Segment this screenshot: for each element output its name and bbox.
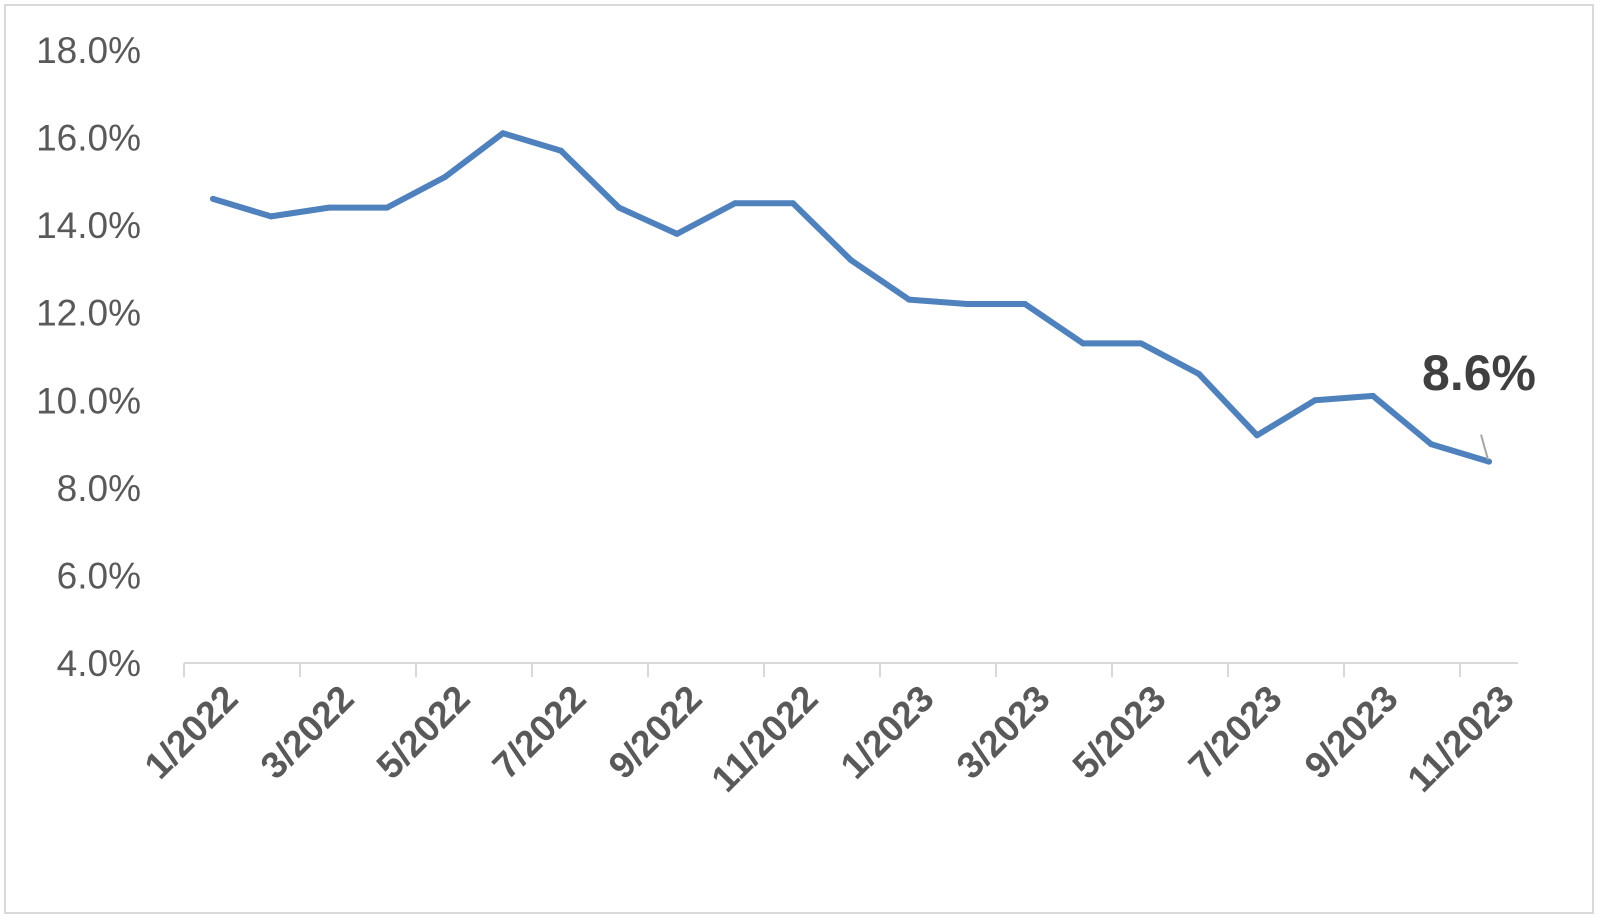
data-point — [964, 300, 970, 307]
line-chart: 4.0% 6.0% 8.0% 10.0% 12.0% 14.0% 16.0% 18.0% 1/… — [36, 30, 1536, 800]
x-tick-label: 5/2022 — [369, 678, 478, 787]
data-point — [674, 230, 680, 237]
x-tick-label: 1/2022 — [137, 678, 246, 787]
data-point — [384, 204, 390, 211]
data-point — [1080, 340, 1086, 347]
data-point — [616, 204, 622, 211]
data-point — [1486, 458, 1492, 465]
x-tick-label: 9/2023 — [1297, 678, 1406, 787]
data-point — [558, 147, 564, 154]
y-tick-label: 10.0% — [36, 380, 141, 421]
x-tick-label: 9/2022 — [601, 678, 710, 787]
x-tick-label: 3/2023 — [949, 678, 1058, 787]
y-tick-label: 18.0% — [36, 30, 141, 71]
x-tick-label: 1/2023 — [833, 678, 942, 787]
x-tick-label: 7/2022 — [485, 678, 594, 787]
x-tick-label: 5/2023 — [1065, 678, 1174, 787]
data-point — [1196, 371, 1202, 378]
data-label: 8.6% — [1422, 345, 1536, 401]
y-tick-label: 4.0% — [57, 643, 141, 684]
data-point — [500, 130, 506, 137]
y-tick-label: 8.0% — [57, 468, 141, 509]
x-tick-label: 11/2023 — [1400, 678, 1522, 800]
series-line — [210, 130, 1492, 465]
data-point — [1254, 432, 1260, 439]
x-tick-label: 11/2022 — [704, 678, 826, 800]
data-point — [790, 200, 796, 207]
data-point — [906, 296, 912, 303]
data-point — [326, 204, 332, 211]
y-axis-tick-labels: 4.0% 6.0% 8.0% 10.0% 12.0% 14.0% 16.0% 18.0% — [36, 30, 141, 684]
data-point — [732, 200, 738, 207]
data-point — [1370, 392, 1376, 399]
data-point — [1312, 397, 1318, 404]
y-tick-label: 6.0% — [57, 555, 141, 596]
y-tick-label: 16.0% — [36, 118, 141, 159]
y-tick-label: 12.0% — [36, 293, 141, 334]
x-tick-label: 7/2023 — [1181, 678, 1290, 787]
data-point — [1138, 340, 1144, 347]
x-axis — [183, 662, 1518, 677]
series-layer — [210, 130, 1492, 465]
data-point — [1428, 441, 1434, 448]
data-point — [268, 213, 274, 220]
chart-frame: 4.0% 6.0% 8.0% 10.0% 12.0% 14.0% 16.0% 18.0% 1/… — [4, 4, 1594, 914]
data-point — [848, 257, 854, 264]
data-point — [1022, 300, 1028, 307]
data-point — [210, 195, 216, 202]
x-tick-label: 3/2022 — [253, 678, 362, 787]
data-label-layer: 8.6% — [1422, 345, 1536, 460]
y-tick-label: 14.0% — [36, 205, 141, 246]
data-label-leader — [1480, 434, 1489, 460]
data-point — [442, 173, 448, 180]
